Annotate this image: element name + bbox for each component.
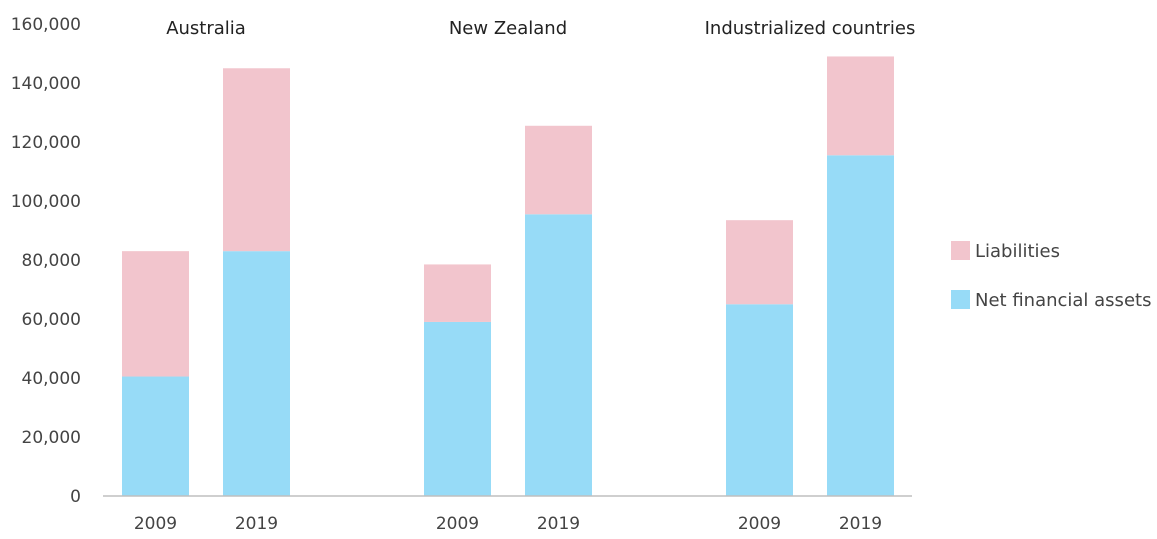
- y-tick-label: 100,000: [11, 192, 81, 212]
- group-title: Australia: [166, 18, 246, 39]
- bar-segment-net-financial-assets: [223, 251, 290, 496]
- bar-segment-liabilities: [525, 125, 592, 215]
- x-tick-label: 2009: [738, 514, 781, 534]
- legend-label: Liabilities: [975, 241, 1060, 262]
- x-tick-label: 2009: [134, 514, 177, 534]
- x-tick-label: 2019: [235, 514, 278, 534]
- legend-swatch: [951, 241, 970, 260]
- bar-segment-net-financial-assets: [424, 321, 491, 496]
- group-titles: Australia New Zealand Industrialized count…: [166, 18, 915, 39]
- y-tick-label: 40,000: [22, 369, 81, 389]
- bar-segment-net-financial-assets: [726, 304, 793, 496]
- x-tick-label: 2019: [839, 514, 882, 534]
- bar-segment-net-financial-assets: [122, 376, 189, 496]
- y-tick-label: 20,000: [22, 428, 81, 448]
- y-tick-label: 140,000: [11, 74, 81, 94]
- x-axis: 2009 2019 2009 2019 2009 2019: [134, 514, 882, 534]
- y-tick-label: 120,000: [11, 133, 81, 153]
- bar-segment-net-financial-assets: [525, 214, 592, 496]
- bar-segment-liabilities: [827, 56, 894, 156]
- bar-segment-net-financial-assets: [827, 155, 894, 496]
- y-axis: 0 20,000 40,000 60,000 80,000 100,000 120,000 1…: [11, 15, 81, 507]
- group-title: Industrialized countries: [705, 18, 916, 39]
- x-tick-label: 2009: [436, 514, 479, 534]
- legend: Liabilities Net financial assets: [951, 241, 1151, 311]
- legend-label: Net financial assets: [975, 290, 1151, 311]
- bar-segment-liabilities: [223, 68, 290, 252]
- bar-segment-liabilities: [122, 251, 189, 377]
- legend-swatch: [951, 290, 970, 309]
- bar-segment-liabilities: [726, 220, 793, 305]
- x-tick-label: 2019: [537, 514, 580, 534]
- group-title: New Zealand: [449, 18, 567, 39]
- bars: [122, 56, 894, 496]
- y-tick-label: 160,000: [11, 15, 81, 35]
- y-tick-label: 0: [70, 487, 81, 507]
- y-tick-label: 60,000: [22, 310, 81, 330]
- y-tick-label: 80,000: [22, 251, 81, 271]
- bar-segment-liabilities: [424, 264, 491, 322]
